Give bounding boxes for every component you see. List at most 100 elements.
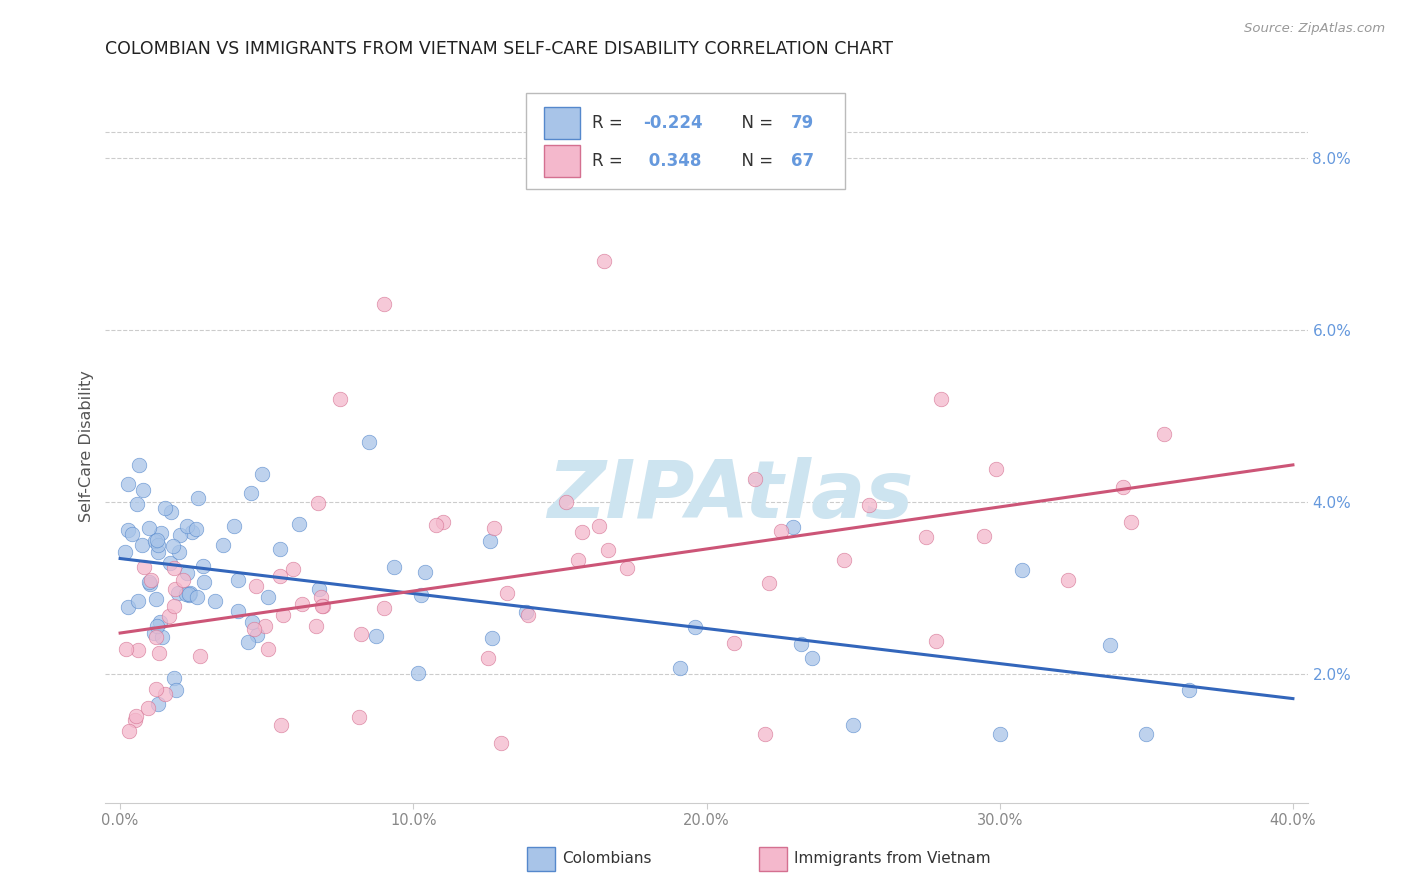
Point bbox=[157, 609, 180, 624]
Point bbox=[478, 534, 501, 549]
Point bbox=[744, 472, 766, 486]
Point bbox=[139, 576, 162, 591]
Point bbox=[477, 651, 499, 665]
Y-axis label: Self-Care Disability: Self-Care Disability bbox=[79, 370, 94, 522]
Point bbox=[283, 562, 305, 576]
Point bbox=[186, 522, 208, 536]
Point bbox=[1135, 727, 1157, 741]
Point bbox=[382, 559, 405, 574]
Point bbox=[226, 573, 249, 587]
Point bbox=[187, 491, 209, 505]
Point bbox=[163, 561, 186, 575]
Point bbox=[114, 545, 136, 559]
Point bbox=[124, 713, 146, 727]
Point bbox=[132, 483, 155, 497]
Point bbox=[413, 565, 436, 579]
Point bbox=[245, 579, 267, 593]
Point bbox=[685, 620, 707, 634]
Point bbox=[770, 524, 793, 538]
Point bbox=[758, 575, 780, 590]
Point bbox=[149, 615, 172, 629]
Point bbox=[312, 599, 335, 613]
Point bbox=[246, 628, 269, 642]
Text: R =: R = bbox=[592, 152, 628, 169]
Point bbox=[153, 687, 176, 701]
Point bbox=[842, 718, 865, 732]
Point bbox=[432, 516, 454, 530]
Point bbox=[754, 727, 776, 741]
Point bbox=[1011, 563, 1033, 577]
Point bbox=[177, 587, 200, 601]
Point bbox=[309, 590, 332, 604]
Point bbox=[118, 724, 141, 739]
Point bbox=[373, 297, 395, 311]
Point bbox=[571, 525, 593, 540]
Point bbox=[347, 710, 370, 724]
Point bbox=[145, 630, 167, 644]
Point bbox=[291, 597, 314, 611]
Point bbox=[409, 588, 432, 602]
Point bbox=[257, 590, 280, 604]
Point bbox=[180, 525, 202, 540]
Point bbox=[250, 467, 273, 481]
Point bbox=[169, 545, 191, 559]
Point bbox=[929, 392, 952, 406]
Point bbox=[273, 607, 295, 622]
Point bbox=[596, 542, 619, 557]
Point bbox=[270, 718, 292, 732]
Point bbox=[269, 569, 291, 583]
Point bbox=[288, 516, 311, 531]
Point bbox=[1153, 426, 1175, 441]
Point bbox=[165, 682, 187, 697]
Point bbox=[139, 573, 162, 587]
Point bbox=[222, 518, 245, 533]
Point bbox=[159, 556, 181, 570]
Point bbox=[150, 630, 173, 644]
Text: ZIPAtlas: ZIPAtlas bbox=[547, 457, 914, 535]
Point bbox=[832, 553, 855, 567]
Point bbox=[307, 496, 329, 510]
Point bbox=[193, 574, 215, 589]
Text: 0.348: 0.348 bbox=[643, 152, 702, 169]
Point bbox=[914, 531, 936, 545]
Point bbox=[495, 586, 517, 600]
Point bbox=[481, 631, 503, 645]
Point bbox=[349, 627, 371, 641]
Point bbox=[1178, 682, 1201, 697]
Point bbox=[988, 727, 1011, 741]
Point bbox=[188, 648, 211, 663]
Point bbox=[491, 736, 513, 750]
Point bbox=[782, 520, 804, 534]
Point bbox=[138, 575, 160, 590]
Point bbox=[204, 593, 226, 607]
Point bbox=[243, 622, 266, 636]
Text: -0.224: -0.224 bbox=[643, 114, 703, 132]
Point bbox=[143, 534, 166, 549]
Point bbox=[160, 505, 183, 519]
Point bbox=[146, 538, 169, 552]
Point bbox=[269, 541, 291, 556]
Point bbox=[148, 697, 170, 711]
Point bbox=[186, 590, 208, 604]
Point bbox=[425, 517, 447, 532]
Point bbox=[373, 600, 395, 615]
Point bbox=[163, 671, 186, 685]
Point bbox=[115, 642, 138, 657]
Point bbox=[406, 665, 429, 680]
Point bbox=[163, 599, 186, 614]
Point bbox=[226, 604, 249, 618]
Point bbox=[142, 625, 165, 640]
Point bbox=[131, 538, 153, 552]
Point bbox=[177, 588, 200, 602]
Text: 67: 67 bbox=[790, 152, 814, 169]
Point bbox=[616, 561, 638, 575]
Point bbox=[132, 560, 155, 574]
Point bbox=[240, 485, 263, 500]
Point bbox=[128, 458, 150, 472]
FancyBboxPatch shape bbox=[544, 145, 581, 177]
Point bbox=[117, 476, 139, 491]
Point bbox=[240, 615, 263, 630]
Point bbox=[723, 636, 745, 650]
Point bbox=[588, 518, 610, 533]
Point bbox=[148, 545, 170, 559]
